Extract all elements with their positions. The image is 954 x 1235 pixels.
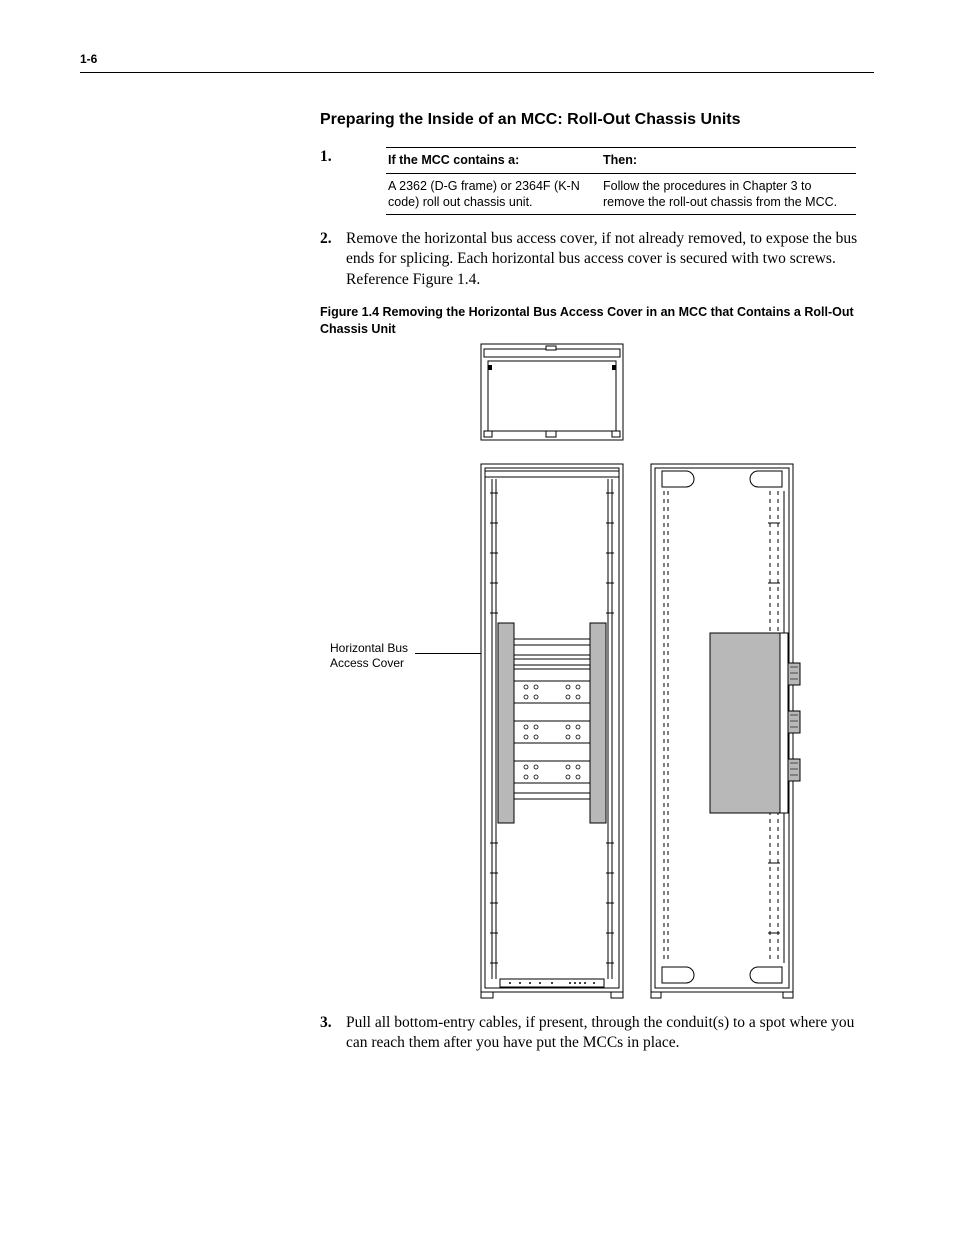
- th-then: Then:: [601, 148, 856, 174]
- step-2-text: Remove the horizontal bus access cover, …: [346, 230, 857, 288]
- td-then: Follow the procedures in Chapter 3 to re…: [601, 173, 856, 215]
- figure-top-box: [480, 343, 624, 441]
- step-3: Pull all bottom-entry cables, if present…: [320, 1013, 874, 1054]
- th-if: If the MCC contains a:: [386, 148, 601, 174]
- td-if: A 2362 (D-G frame) or 2364F (K-N code) r…: [386, 173, 601, 215]
- steps-list: If the MCC contains a: Then: A 2362 (D-G…: [320, 147, 874, 290]
- condition-table: If the MCC contains a: Then: A 2362 (D-G…: [386, 147, 856, 215]
- page-header: 1-6: [80, 50, 874, 73]
- figure-left-cabinet: [480, 463, 624, 999]
- step-1: If the MCC contains a: Then: A 2362 (D-G…: [320, 147, 874, 215]
- figure-caption: Figure 1.4 Removing the Horizontal Bus A…: [320, 304, 874, 337]
- steps-list-continued: Pull all bottom-entry cables, if present…: [320, 1013, 874, 1054]
- table-row: A 2362 (D-G frame) or 2364F (K-N code) r…: [386, 173, 856, 215]
- page: 1-6 Preparing the Inside of an MCC: Roll…: [0, 0, 954, 1128]
- table-header-row: If the MCC contains a: Then:: [386, 148, 856, 174]
- step-3-text: Pull all bottom-entry cables, if present…: [346, 1014, 854, 1051]
- page-number: 1-6: [80, 52, 97, 66]
- callout-line1: Horizontal Bus: [330, 641, 408, 655]
- step-2: Remove the horizontal bus access cover, …: [320, 229, 874, 290]
- figure-right-cabinet: [650, 463, 804, 999]
- figure-1-4: Horizontal Bus Access Cover: [240, 343, 874, 1013]
- section-title: Preparing the Inside of an MCC: Roll-Out…: [320, 111, 874, 129]
- figure-callout-label: Horizontal Bus Access Cover: [330, 641, 408, 672]
- callout-line2: Access Cover: [330, 656, 404, 670]
- content-column: Preparing the Inside of an MCC: Roll-Out…: [320, 111, 874, 1054]
